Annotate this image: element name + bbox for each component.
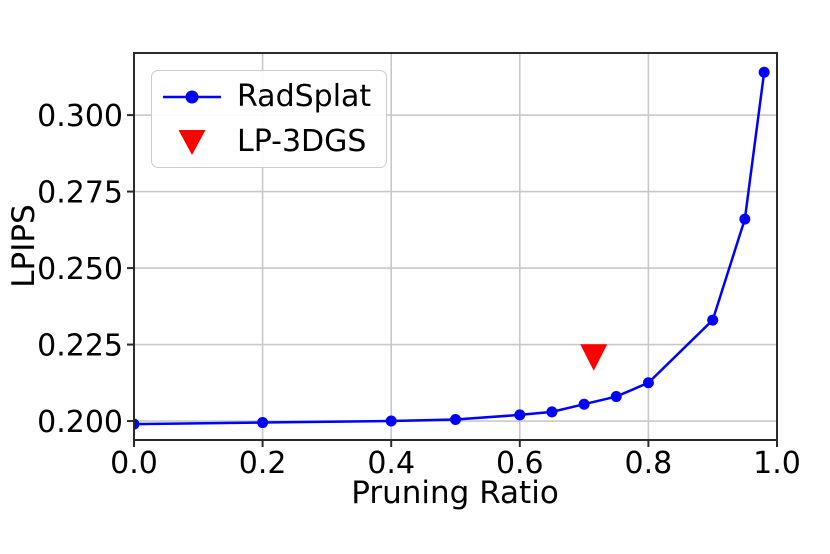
legend-item-radsplat: RadSplat — [161, 74, 371, 119]
x-tick-label: 0.4 — [367, 446, 415, 481]
radsplat-data-point — [450, 414, 461, 426]
radsplat-data-point — [642, 377, 654, 389]
y-tick-label: 0.225 — [37, 329, 123, 364]
y-axis-title: LPIPS — [6, 204, 42, 288]
radsplat-line — [134, 72, 766, 426]
x-tick-label: 0.0 — [110, 446, 158, 481]
radsplat-data-point — [739, 213, 751, 225]
x-tick-label: 0.6 — [496, 446, 544, 481]
radsplat-data-point — [514, 409, 526, 421]
radsplat-data-point — [758, 66, 770, 78]
x-tick-label: 0.2 — [239, 446, 287, 481]
radsplat-data-point — [610, 391, 622, 403]
y-tick-label: 0.300 — [37, 99, 123, 134]
legend-label-lp3dgs: LP-3DGS — [237, 123, 367, 159]
y-tick-label: 0.250 — [37, 252, 123, 287]
radsplat-data-point — [578, 398, 590, 410]
radsplat-series — [134, 66, 770, 430]
y-tick-label: 0.200 — [37, 405, 123, 440]
radsplat-data-point — [134, 418, 140, 430]
x-tick-label: 0.8 — [625, 446, 673, 481]
plot-border — [133, 52, 778, 441]
lp3dgs-triangle-icon — [178, 129, 206, 155]
radsplat-data-point — [257, 417, 269, 429]
x-tick-label: 1.0 — [753, 446, 801, 481]
radsplat-data-point — [707, 314, 719, 326]
legend: RadSplat LP-3DGS — [151, 70, 388, 168]
lp3dgs-data-point — [580, 344, 608, 371]
x-axis-title: Pruning Ratio — [351, 475, 559, 511]
radsplat-line-marker-icon — [163, 90, 221, 103]
y-tick-label: 0.275 — [37, 176, 123, 211]
radsplat-data-point — [385, 415, 397, 427]
legend-item-lp3dgs: LP-3DGS — [161, 119, 371, 164]
radsplat-data-point — [546, 406, 558, 418]
legend-label-radsplat: RadSplat — [237, 78, 372, 114]
